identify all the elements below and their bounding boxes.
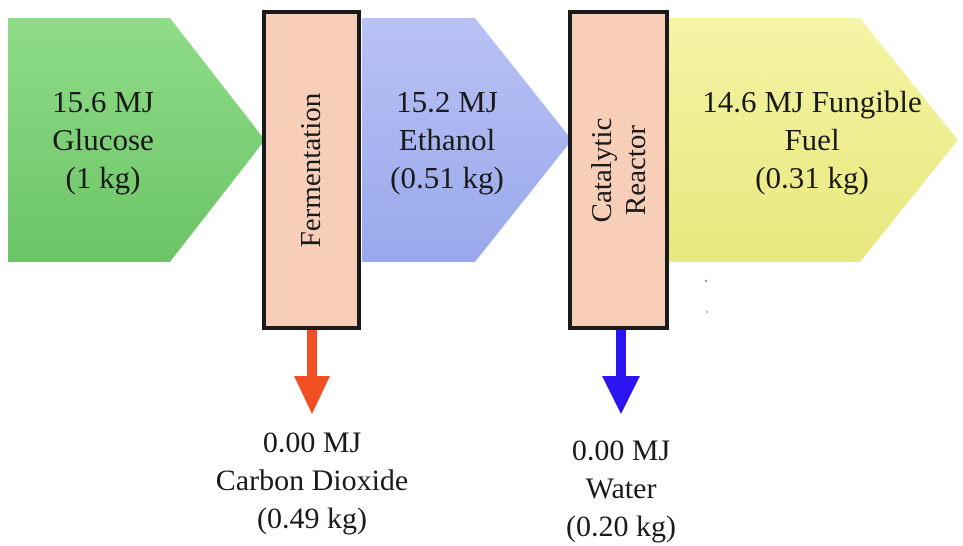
ethanol-label: 15.2 MJ Ethanol (0.51 kg) — [372, 83, 522, 197]
ethanol-energy: 15.2 MJ — [396, 84, 498, 119]
water-name: Water — [585, 472, 657, 505]
reactor-text: Reactor — [620, 124, 652, 216]
fuel-energy: 14.6 MJ Fungible — [702, 84, 922, 119]
fuel-name: Fuel — [784, 122, 840, 157]
co2-name: Carbon Dioxide — [215, 464, 409, 497]
glucose-arrow — [8, 18, 265, 262]
glucose-mass: (1 kg) — [65, 160, 141, 195]
fermentation-box — [262, 10, 361, 330]
ethanol-mass: (0.51 kg) — [390, 160, 504, 195]
glucose-energy: 15.6 MJ — [52, 84, 154, 119]
water-arrow — [602, 330, 640, 414]
glucose-name: Glucose — [52, 122, 154, 157]
fuel-label: 14.6 MJ Fungible Fuel (0.31 kg) — [678, 83, 946, 197]
water-energy: 0.00 MJ — [571, 434, 671, 467]
water-mass: (0.20 kg) — [566, 510, 676, 543]
catalytic-text: Catalytic — [586, 117, 618, 223]
ethanol-arrow — [362, 18, 572, 262]
speck-mark — [705, 310, 709, 314]
catalytic-reactor-label: Catalytic Reactor — [585, 89, 653, 251]
catalytic-reactor-box — [568, 10, 669, 330]
fermentation-text: Fermentation — [295, 92, 327, 248]
ethanol-name: Ethanol — [398, 122, 496, 157]
co2-mass: (0.49 kg) — [257, 502, 367, 535]
carbon-dioxide-label: 0.00 MJ Carbon Dioxide (0.49 kg) — [197, 424, 427, 538]
fuel-mass: (0.31 kg) — [755, 160, 869, 195]
fuel-arrow — [668, 18, 958, 262]
glucose-label: 15.6 MJ Glucose (1 kg) — [18, 83, 188, 197]
co2-energy: 0.00 MJ — [262, 426, 362, 459]
carbon-dioxide-arrow — [294, 330, 330, 414]
speck-mark — [704, 279, 708, 283]
fermentation-label: Fermentation — [294, 70, 328, 270]
water-label: 0.00 MJ Water (0.20 kg) — [531, 432, 711, 546]
